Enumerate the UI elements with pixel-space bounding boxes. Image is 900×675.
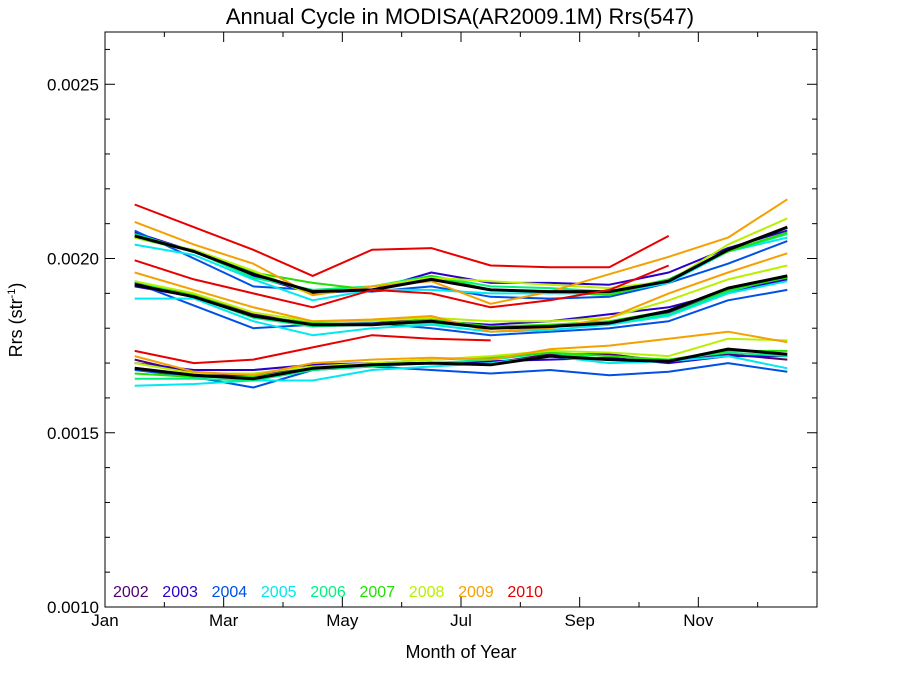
y-tick-label: 0.0020 [47, 250, 99, 269]
series-line-18 [134, 259, 670, 309]
legend-item-2003: 2003 [162, 584, 198, 601]
x-tick-label: Mar [209, 611, 239, 630]
series-line-28 [134, 334, 491, 365]
series-line-7 [134, 198, 788, 305]
y-axis-label-main: Rrs (str [6, 298, 26, 357]
legend-item-2006: 2006 [310, 584, 346, 601]
legend-item-2010: 2010 [507, 584, 543, 601]
x-axis: Jan Mar May Jul Sep Nov [91, 32, 759, 630]
series-line-22 [134, 362, 788, 389]
y-axis: 0.0010 0.0015 0.0020 0.0025 [47, 48, 817, 617]
series-lines [134, 198, 788, 389]
chart-title: Annual Cycle in MODISA(AR2009.1M) Rrs(54… [226, 4, 694, 29]
x-axis-label: Month of Year [405, 642, 516, 662]
series-line-8 [134, 203, 670, 277]
y-tick-label: 0.0015 [47, 424, 99, 443]
legend: 2002 2003 2004 2005 2006 2007 2008 2009 2010 [113, 584, 543, 601]
series-line-13 [134, 280, 788, 337]
legend-item-2009: 2009 [458, 584, 494, 601]
series-line-12 [134, 281, 788, 337]
y-axis-label: Rrs (str-1) [6, 283, 26, 358]
series-line-29 [134, 347, 788, 381]
x-tick-label: Jul [450, 611, 472, 630]
legend-item-2002: 2002 [113, 584, 149, 601]
legend-item-2008: 2008 [409, 584, 445, 601]
series-line-9 [134, 225, 788, 294]
series-line-27 [134, 330, 788, 377]
legend-item-2005: 2005 [261, 584, 297, 601]
series-line-16 [134, 264, 788, 323]
x-tick-label: Sep [565, 611, 595, 630]
legend-item-2007: 2007 [360, 584, 396, 601]
x-tick-label: Nov [683, 611, 714, 630]
x-tick-label: May [326, 611, 359, 630]
y-axis-label-end: ) [6, 283, 26, 289]
x-tick-label: Jan [91, 611, 118, 630]
y-tick-label: 0.0025 [47, 75, 99, 94]
y-tick-label: 0.0010 [47, 598, 99, 617]
y-axis-label-superscript: -1 [6, 289, 18, 299]
series-line-19 [134, 274, 788, 330]
legend-item-2004: 2004 [212, 584, 248, 601]
